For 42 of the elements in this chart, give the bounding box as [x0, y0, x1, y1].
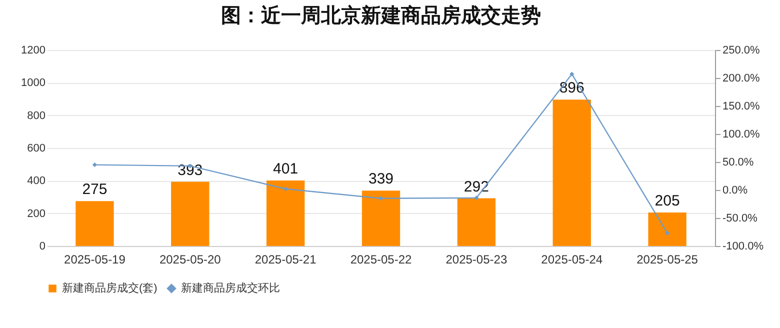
y-tick-label: 1000 — [21, 77, 46, 90]
x-tick-label: 2025-05-22 — [350, 252, 412, 266]
y2-tick-label: 100.0% — [722, 128, 760, 140]
point — [664, 230, 670, 236]
x-tick-label: 2025-05-21 — [254, 252, 317, 266]
x-tick-label: 2025-05-20 — [159, 252, 222, 266]
y-tick-label: 400 — [27, 175, 46, 188]
y-tick-label: 800 — [27, 110, 46, 122]
point — [92, 162, 98, 168]
data-label: 205 — [654, 192, 680, 210]
y-tick-label: 600 — [27, 142, 46, 154]
y-tick-label: 1200 — [21, 44, 46, 56]
x-tick-label: 2025-05-25 — [636, 252, 698, 266]
point — [283, 186, 288, 192]
point — [474, 195, 479, 200]
y2-tick-label: 150.0% — [722, 100, 760, 112]
bar — [552, 100, 591, 246]
legend-label: 新建商品房成交(套) — [62, 282, 158, 294]
legend-label: 新建商品房成交环比 — [181, 282, 280, 294]
x-tick-label: 2025-05-23 — [446, 252, 508, 266]
bar — [266, 180, 305, 246]
data-label: 401 — [273, 160, 298, 178]
chart-title: 图：近一周北京新建商品房成交走势 — [221, 4, 541, 27]
y2-tick-label: 250.0% — [722, 44, 760, 56]
point — [570, 72, 574, 76]
point — [378, 196, 384, 201]
y2-tick-label: 50.0% — [722, 156, 754, 168]
y2-tick-label: 0.0% — [722, 184, 748, 196]
data-label: 275 — [82, 181, 108, 198]
y2-tick-label: 200.0% — [722, 72, 760, 84]
y2-tick-label: -50.0% — [722, 212, 758, 224]
bar — [171, 182, 210, 246]
y2-tick-label: -100.0% — [722, 240, 764, 252]
x-tick-label: 2025-05-24 — [541, 252, 603, 266]
data-label: 339 — [368, 170, 394, 188]
y-tick-label: 0 — [39, 240, 46, 252]
x-tick-label: 2025-05-19 — [64, 252, 126, 266]
bar — [457, 198, 496, 246]
bar — [362, 190, 400, 246]
bar — [648, 212, 686, 246]
y-tick-label: 200 — [27, 208, 46, 220]
bar — [76, 201, 114, 246]
